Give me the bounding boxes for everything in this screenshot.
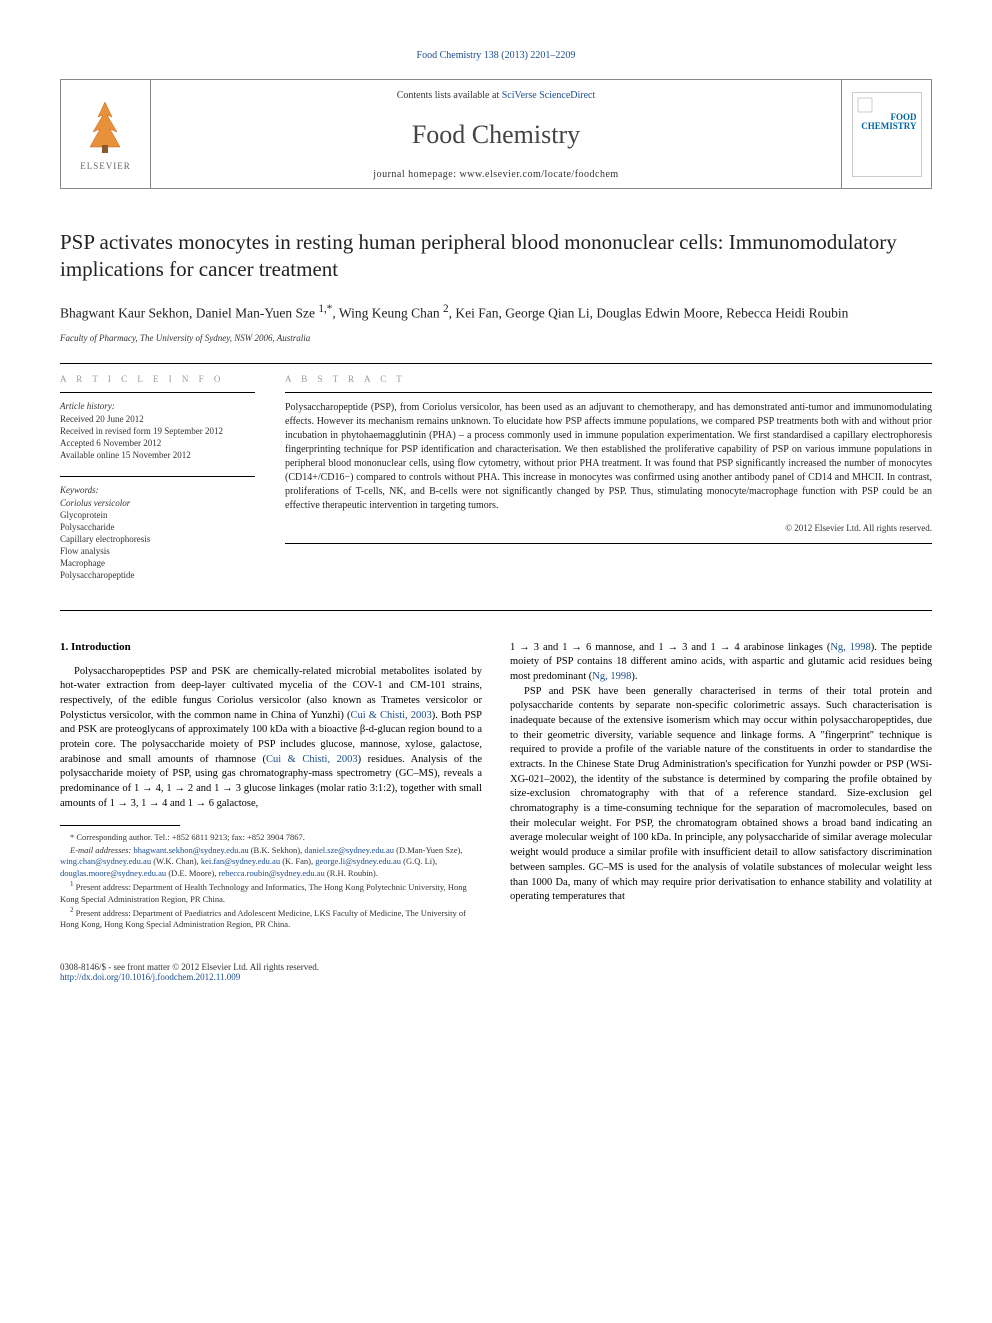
keywords-block: Keywords: Coriolus versicolor Glycoprote… [60, 485, 255, 582]
cover-icon [857, 97, 873, 113]
footnote-2: 2 Present address: Department of Paediat… [60, 906, 482, 931]
journal-header: ELSEVIER Contents lists available at Sci… [60, 79, 932, 189]
abstract-copyright: © 2012 Elsevier Ltd. All rights reserved… [285, 523, 932, 533]
journal-cover-box: FOOD CHEMISTRY [841, 80, 931, 188]
cover-text-2: CHEMISTRY [861, 122, 916, 132]
keyword-4: Flow analysis [60, 545, 255, 557]
divider-2 [60, 610, 932, 611]
homepage-label: journal homepage: [373, 169, 459, 180]
top-citation[interactable]: Food Chemistry 138 (2013) 2201–2209 [60, 50, 932, 61]
intro-para-1: Polysaccharopeptides PSP and PSK are che… [60, 665, 482, 812]
abstract-bottom-divider [285, 543, 932, 544]
keyword-2: Polysaccharide [60, 521, 255, 533]
abstract-column: A B S T R A C T Polysaccharopeptide (PSP… [285, 374, 932, 596]
history-heading: Article history: [60, 401, 255, 411]
header-center: Contents lists available at SciVerse Sci… [151, 80, 841, 188]
article-info-heading: A R T I C L E I N F O [60, 374, 255, 384]
footnote-rule [60, 825, 180, 826]
footer-left: 0308-8146/$ - see front matter © 2012 El… [60, 962, 319, 982]
keywords-heading: Keywords: [60, 485, 255, 495]
journal-name: Food Chemistry [412, 120, 580, 150]
keyword-0: Coriolus versicolor [60, 497, 255, 509]
footer-line1: 0308-8146/$ - see front matter © 2012 El… [60, 962, 319, 972]
history-line-0: Received 20 June 2012 [60, 413, 255, 425]
homepage-url[interactable]: www.elsevier.com/locate/foodchem [460, 169, 619, 180]
history-line-2: Accepted 6 November 2012 [60, 437, 255, 449]
contents-pre: Contents lists available at [397, 90, 502, 101]
keywords-divider [60, 476, 255, 477]
affiliation: Faculty of Pharmacy, The University of S… [60, 333, 932, 343]
meta-abstract-row: A R T I C L E I N F O Article history: R… [60, 374, 932, 596]
footer-doi-link[interactable]: http://dx.doi.org/10.1016/j.foodchem.201… [60, 972, 319, 982]
column-right: 1 → 3 and 1 → 6 mannose, and 1 → 3 and 1… [510, 641, 932, 932]
page-container: Food Chemistry 138 (2013) 2201–2209 ELSE… [0, 0, 992, 1022]
footnote-corresponding: * Corresponding author. Tel.: +852 6811 … [60, 832, 482, 843]
keyword-1: Glycoprotein [60, 509, 255, 521]
elsevier-logo-box: ELSEVIER [61, 80, 151, 188]
history-line-3: Available online 15 November 2012 [60, 449, 255, 461]
keyword-6: Polysaccharopeptide [60, 569, 255, 581]
abstract-heading: A B S T R A C T [285, 374, 932, 384]
page-footer: 0308-8146/$ - see front matter © 2012 El… [60, 962, 932, 982]
info-divider [60, 392, 255, 393]
history-block: Article history: Received 20 June 2012 R… [60, 401, 255, 462]
intro-heading: 1. Introduction [60, 641, 482, 653]
keyword-3: Capillary electrophoresis [60, 533, 255, 545]
article-info-column: A R T I C L E I N F O Article history: R… [60, 374, 255, 596]
keyword-5: Macrophage [60, 557, 255, 569]
col2-para-0: 1 → 3 and 1 → 6 mannose, and 1 → 3 and 1… [510, 641, 932, 685]
authors: Bhagwant Kaur Sekhon, Daniel Man-Yuen Sz… [60, 302, 932, 323]
abstract-text: Polysaccharopeptide (PSP), from Coriolus… [285, 401, 932, 513]
col2-para-1: PSP and PSK have been generally characte… [510, 685, 932, 905]
footnote-1: 1 Present address: Department of Health … [60, 880, 482, 905]
elsevier-tree-icon [78, 97, 133, 157]
history-line-1: Received in revised form 19 September 20… [60, 425, 255, 437]
journal-cover: FOOD CHEMISTRY [852, 92, 922, 177]
homepage-line: journal homepage: www.elsevier.com/locat… [373, 169, 618, 180]
sciencedirect-link[interactable]: SciVerse ScienceDirect [502, 90, 596, 101]
article-title: PSP activates monocytes in resting human… [60, 229, 932, 284]
footnote-emails: E-mail addresses: bhagwant.sekhon@sydney… [60, 845, 482, 879]
elsevier-label: ELSEVIER [80, 161, 131, 171]
column-left: 1. Introduction Polysaccharopeptides PSP… [60, 641, 482, 932]
contents-line: Contents lists available at SciVerse Sci… [397, 90, 596, 101]
abstract-divider [285, 392, 932, 393]
body-columns: 1. Introduction Polysaccharopeptides PSP… [60, 641, 932, 932]
divider-1 [60, 363, 932, 364]
email-label: E-mail addresses: [70, 845, 133, 855]
